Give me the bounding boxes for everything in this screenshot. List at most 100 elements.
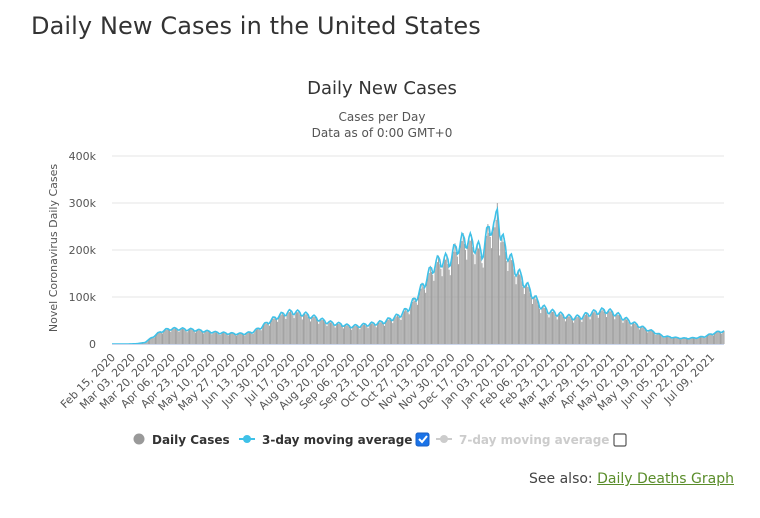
daily-cases-bar <box>502 241 504 344</box>
daily-cases-bar <box>324 321 326 344</box>
daily-cases-bar <box>604 313 606 344</box>
daily-cases-bar <box>507 270 509 344</box>
daily-cases-bar <box>581 321 583 344</box>
daily-cases-bar <box>394 316 396 344</box>
daily-cases-bar <box>535 299 537 344</box>
daily-cases-bar <box>653 332 654 344</box>
daily-cases-bar <box>506 260 508 344</box>
daily-cases-bar <box>340 325 342 344</box>
daily-cases-bar <box>159 332 161 344</box>
daily-cases-bar <box>240 332 242 344</box>
daily-cases-bar <box>184 329 186 344</box>
daily-cases-bar <box>426 281 428 344</box>
daily-cases-bar <box>375 327 377 344</box>
daily-cases-bar <box>520 271 522 344</box>
daily-cases-bar <box>603 311 605 344</box>
daily-cases-bar <box>206 331 208 344</box>
daily-cases-bar <box>199 329 201 344</box>
daily-cases-bar <box>307 316 309 344</box>
daily-cases-bar <box>189 328 190 344</box>
daily-cases-bar <box>608 310 610 344</box>
daily-cases-bar <box>419 289 421 344</box>
daily-cases-bar <box>299 314 301 344</box>
daily-cases-bar <box>560 314 562 344</box>
daily-cases-bar <box>675 337 677 344</box>
daily-cases-bar <box>373 324 375 344</box>
daily-cases-bar <box>553 310 555 344</box>
daily-cases-bar <box>176 329 178 344</box>
daily-cases-bar <box>322 318 324 344</box>
daily-cases-bar <box>526 283 528 344</box>
daily-cases-bar <box>347 324 349 344</box>
daily-cases-bar <box>422 287 424 344</box>
daily-cases-bar <box>494 227 496 344</box>
legend-3day-label[interactable]: 3-day moving average <box>262 433 412 447</box>
daily-cases-bar <box>157 333 159 344</box>
daily-cases-bar <box>233 334 235 344</box>
daily-cases-bar <box>330 322 331 344</box>
legend-3day-marker <box>243 435 251 443</box>
daily-cases-bar <box>557 315 559 344</box>
daily-cases-bar <box>517 270 519 344</box>
daily-cases-bar <box>216 331 217 344</box>
daily-cases-bar <box>503 237 505 344</box>
daily-cases-bar <box>587 315 589 344</box>
daily-cases-bar <box>396 314 398 344</box>
daily-cases-bar <box>267 324 269 344</box>
daily-cases-bar <box>408 314 410 344</box>
daily-cases-bar <box>379 322 381 344</box>
daily-cases-bar <box>331 321 333 344</box>
daily-cases-bar <box>542 306 544 344</box>
daily-cases-bar <box>253 331 255 344</box>
daily-cases-bar <box>584 314 586 344</box>
daily-cases-bar <box>454 243 456 344</box>
legend-daily-cases-label[interactable]: Daily Cases <box>152 433 230 447</box>
daily-cases-bar <box>569 314 571 344</box>
daily-cases-bar <box>722 331 724 344</box>
daily-cases-bar <box>685 338 687 344</box>
daily-cases-bar <box>683 338 685 344</box>
daily-cases-bar <box>530 298 532 344</box>
daily-cases-bar <box>643 327 645 344</box>
daily-cases-bar <box>358 327 360 344</box>
daily-cases-bar <box>162 333 163 344</box>
daily-cases-bar <box>591 311 593 344</box>
daily-cases-bar <box>424 289 425 344</box>
daily-cases-bar <box>495 219 497 344</box>
daily-cases-bar <box>398 316 400 344</box>
daily-cases-bar <box>448 269 450 344</box>
daily-cases-bar <box>474 264 476 344</box>
daily-cases-bar <box>521 281 523 344</box>
legend-daily-cases-marker <box>133 433 145 445</box>
daily-cases-bar <box>308 318 310 344</box>
show-3day-checkbox[interactable] <box>415 432 430 447</box>
daily-cases-bar <box>256 329 257 344</box>
daily-cases-bar <box>669 337 671 344</box>
chart-legend: Daily Cases 3-day moving average 7-day mov… <box>133 432 627 447</box>
legend-7day-label[interactable]: 7-day moving average <box>459 433 609 447</box>
daily-cases-bar <box>647 332 649 344</box>
daily-cases-bar <box>564 321 566 344</box>
daily-cases-bar <box>405 308 407 344</box>
daily-cases-bar <box>272 318 274 344</box>
daily-cases-bar <box>661 335 663 344</box>
daily-cases-bar <box>537 304 539 344</box>
daily-cases-bar <box>615 315 617 344</box>
daily-cases-bar <box>196 330 198 344</box>
daily-cases-bar <box>674 337 676 344</box>
daily-cases-bar <box>673 337 674 344</box>
daily-cases-bar <box>648 330 650 344</box>
daily-cases-bar <box>205 330 207 344</box>
daily-cases-bar <box>231 333 233 344</box>
daily-cases-bar <box>562 316 564 344</box>
daily-cases-bar <box>458 264 459 344</box>
daily-deaths-graph-link[interactable]: Daily Deaths Graph <box>597 471 734 487</box>
show-7day-checkbox[interactable] <box>613 433 627 447</box>
daily-cases-bar <box>227 335 229 344</box>
daily-cases-bar <box>182 328 183 344</box>
check-icon <box>418 435 428 444</box>
daily-cases-bar <box>623 319 625 344</box>
daily-cases-bar <box>210 333 212 344</box>
daily-cases-bar <box>682 338 684 344</box>
daily-cases-bar <box>186 332 188 344</box>
